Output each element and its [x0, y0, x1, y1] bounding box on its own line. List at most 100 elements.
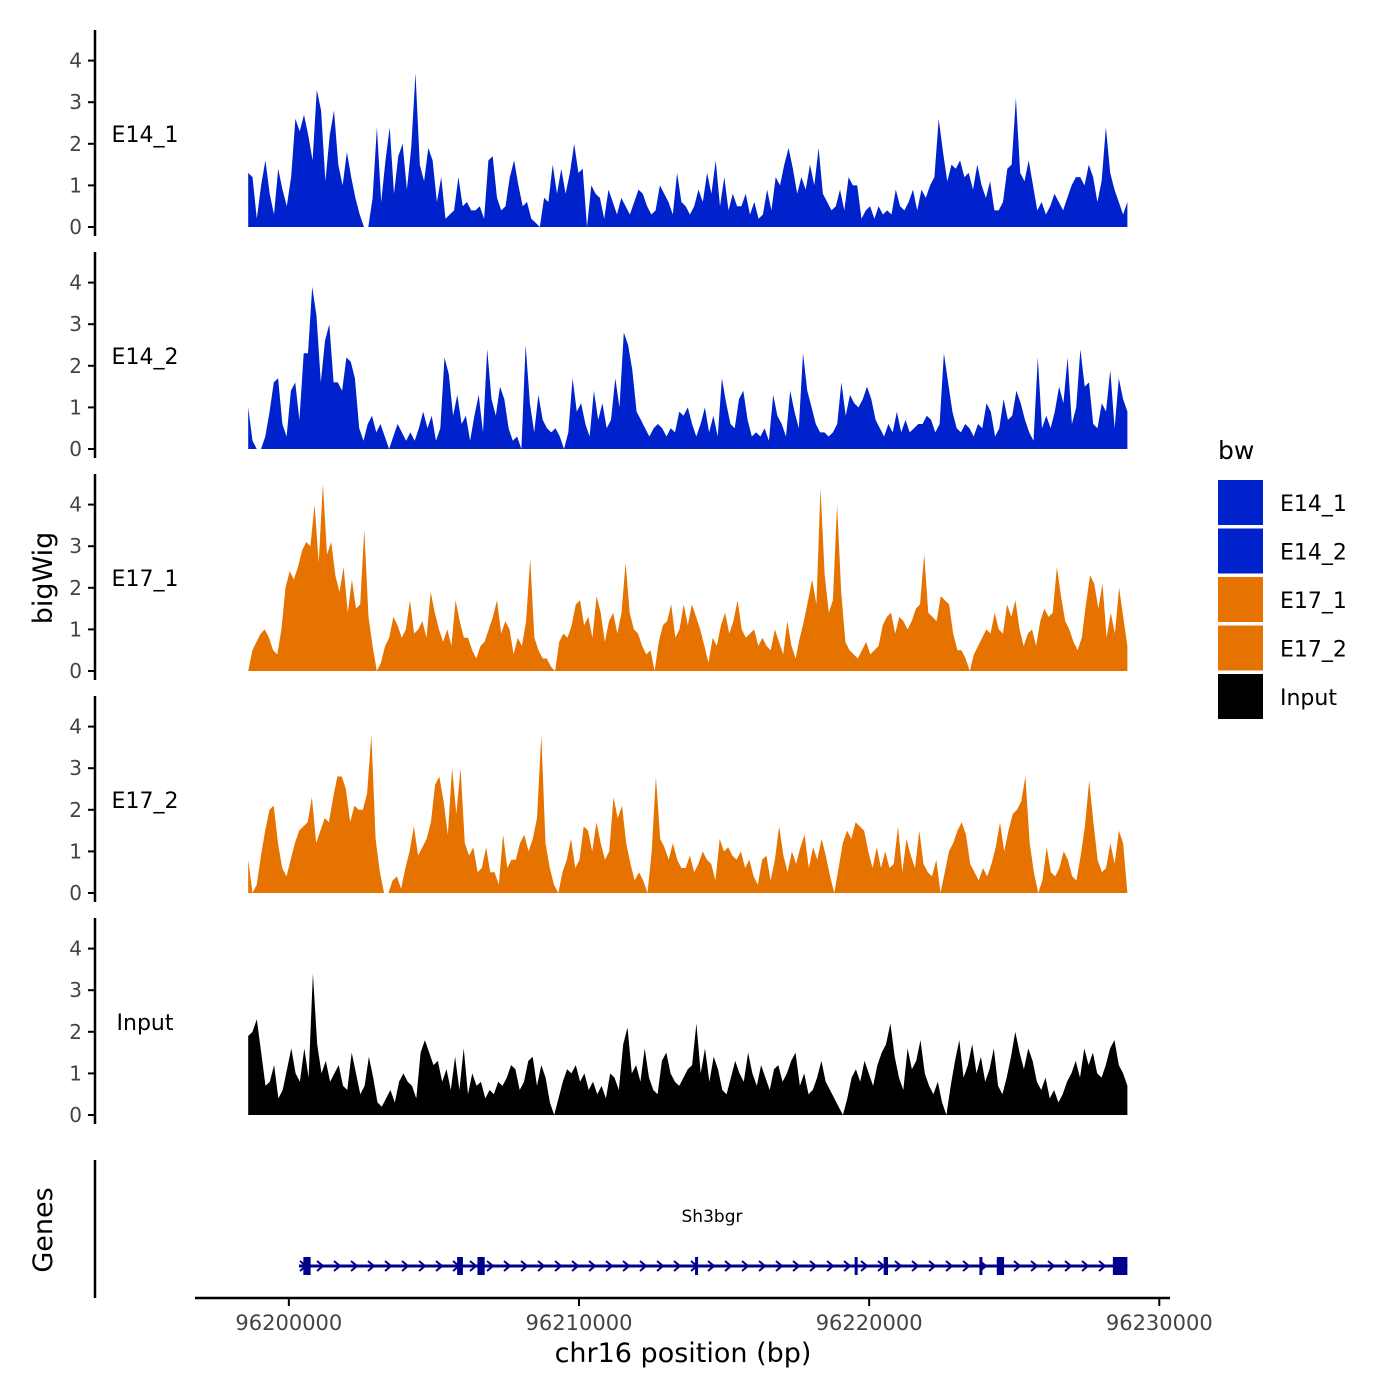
gene-panel: Genes Sh3bgr [28, 1160, 1128, 1298]
legend-entry-e17-1: E17_1 [1218, 577, 1347, 622]
y-tick-label: 4 [69, 271, 82, 295]
strand-arrow [588, 1260, 597, 1272]
strand-arrow [1098, 1260, 1107, 1272]
y-tick-label: 4 [69, 937, 82, 961]
legend-entry-e14-2: E14_2 [1218, 528, 1347, 574]
strand-arrow [809, 1260, 818, 1272]
strand-arrow [792, 1260, 801, 1272]
x-axis-title: chr16 position (bp) [555, 1338, 812, 1369]
y-tick-label: 1 [69, 1061, 82, 1085]
track-panel-e14-1: 0 1 2 3 4 E14_1 [69, 30, 1128, 239]
gene-exon [979, 1257, 983, 1275]
strand-arrow [843, 1260, 852, 1272]
y-tick-label: 4 [69, 493, 82, 517]
strand-arrow [316, 1260, 325, 1272]
gene-exon [477, 1257, 485, 1275]
strand-arrow [384, 1260, 393, 1272]
legend-label: E17_1 [1280, 589, 1347, 614]
strand-arrow [401, 1260, 410, 1272]
legend-entry-e17-2: E17_2 [1218, 625, 1347, 671]
y-tick-label: 0 [69, 659, 82, 683]
track-panel-e14-2: 0 1 2 3 4 E14_2 [69, 252, 1128, 461]
y-tick-label: 4 [69, 715, 82, 739]
strand-arrow [367, 1260, 376, 1272]
y-tick-label: 1 [69, 395, 82, 419]
gene-exon [883, 1257, 889, 1275]
gene-name-label: Sh3bgr [682, 1207, 743, 1227]
strand-arrow [826, 1260, 835, 1272]
legend-entry-input: Input [1218, 674, 1337, 719]
y-tick-label: 2 [69, 132, 82, 156]
gene-exon [1112, 1257, 1128, 1275]
legend-entry-e14-1: E14_1 [1218, 480, 1347, 525]
strand-arrow [435, 1260, 444, 1272]
track-panel-e17-2: 0 1 2 3 4 E17_2 [69, 696, 1128, 905]
legend-label: E14_1 [1280, 492, 1347, 517]
strand-arrow [503, 1260, 512, 1272]
strand-arrow [333, 1260, 342, 1272]
strand-arrow [1081, 1260, 1090, 1272]
strand-arrow [741, 1260, 750, 1272]
y-tick-label: 2 [69, 798, 82, 822]
legend-label: Input [1280, 686, 1337, 711]
coverage-area-e14-1 [248, 73, 1128, 227]
strand-arrow [707, 1260, 716, 1272]
strand-arrow [656, 1260, 665, 1272]
y-tick-label: 1 [69, 839, 82, 863]
strand-arrow [945, 1260, 954, 1272]
y-axis-title: bigWig [28, 532, 59, 625]
y-tick-label: 0 [69, 881, 82, 905]
coverage-area-e17-1 [248, 483, 1128, 671]
y-tick-label: 3 [69, 534, 82, 558]
y-tick-label: 0 [69, 215, 82, 239]
track-panels: 0 1 2 3 4 E14_1 0 1 2 3 4 E14_2 0 1 2 3 4 E17_1 0 1 2 3 4 E17_2… [69, 30, 1128, 1127]
strand-arrow [860, 1260, 869, 1272]
strand-arrow [724, 1260, 733, 1272]
strand-arrow [962, 1260, 971, 1272]
strand-arrow [486, 1260, 495, 1272]
y-tick-label: 0 [69, 1103, 82, 1127]
legend-label: E14_2 [1280, 541, 1347, 566]
strand-arrow [758, 1260, 767, 1272]
x-tick-label: 96220000 [816, 1311, 923, 1335]
y-tick-label: 3 [69, 978, 82, 1002]
strand-arrow [605, 1260, 614, 1272]
genes-panel-label: Genes [28, 1187, 59, 1272]
strand-arrow [1064, 1260, 1073, 1272]
coverage-area-input [248, 973, 1128, 1115]
gene-exon [695, 1257, 699, 1275]
strand-arrow [775, 1260, 784, 1272]
x-tick-label: 96200000 [235, 1311, 342, 1335]
y-tick-label: 1 [69, 173, 82, 197]
strand-arrow [673, 1260, 682, 1272]
y-tick-label: 0 [69, 437, 82, 461]
track-label: E14_2 [112, 345, 179, 370]
legend-title: bw [1218, 436, 1254, 465]
strand-arrow [1047, 1260, 1056, 1272]
legend-swatch [1218, 674, 1263, 719]
legend-label: E17_2 [1280, 638, 1347, 663]
track-panel-e17-1: 0 1 2 3 4 E17_1 [69, 474, 1128, 683]
track-label: E17_2 [112, 789, 179, 814]
x-tick-label: 96230000 [1106, 1311, 1213, 1335]
y-tick-label: 4 [69, 49, 82, 73]
y-tick-label: 3 [69, 90, 82, 114]
strand-arrow [928, 1260, 937, 1272]
y-tick-label: 2 [69, 1020, 82, 1044]
strand-arrow [1030, 1260, 1039, 1272]
strand-arrow [469, 1260, 478, 1272]
coverage-area-e14-2 [248, 286, 1128, 449]
gene-exon [854, 1257, 858, 1275]
y-tick-label: 2 [69, 354, 82, 378]
strand-arrow [571, 1260, 580, 1272]
x-axis: 96200000 96210000 96220000 96230000 chr16 p… [195, 1296, 1213, 1369]
strand-arrow [520, 1260, 529, 1272]
track-label: E17_1 [112, 567, 179, 592]
y-tick-label: 3 [69, 756, 82, 780]
strand-arrow [554, 1260, 563, 1272]
coverage-area-e17-2 [248, 734, 1128, 893]
strand-arrow [622, 1260, 631, 1272]
strand-arrow [639, 1260, 648, 1272]
